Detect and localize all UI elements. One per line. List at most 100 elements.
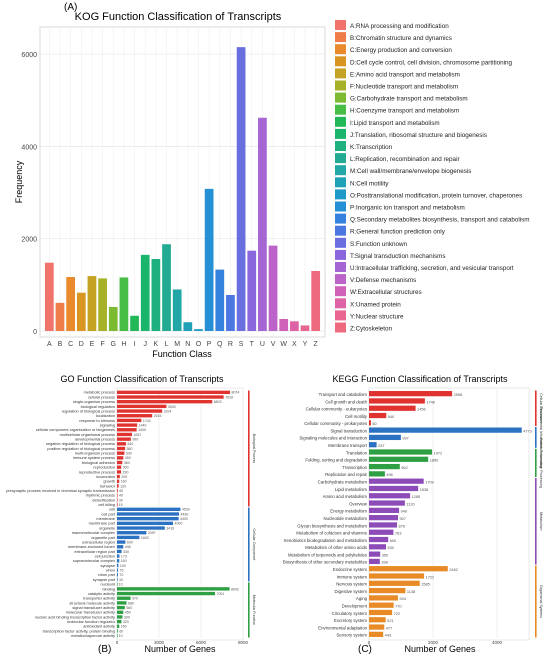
value-label: 7001 [217,592,225,596]
legend-entry: J:Translation, ribosomal structure and b… [350,132,487,139]
bar [117,610,124,614]
x-tick-label: K [154,341,159,348]
legend-entry: Y:Nuclear structure [350,313,404,320]
category-label: cell killing [98,502,115,507]
bar-N [183,322,193,331]
bar [369,536,389,543]
category-label: synapse [101,563,116,568]
panel-a-x-axis-label: Function Class [152,349,212,359]
panel-b-bars: metabolic process 8074 cellular process 761… [6,390,239,638]
bar [117,596,131,600]
bar-B [55,302,65,331]
category-label: Membrane transport [328,443,367,448]
value-label: 15 [119,503,123,507]
bar [117,587,230,591]
value-label: 10 [119,634,123,638]
group-strip [535,565,537,638]
legend-entry: D:Cell cycle control, cell division, chr… [350,59,513,66]
legend-swatch [335,44,346,55]
bar [117,404,167,409]
legend-entry: N:Cell motility [350,180,389,187]
category-label: cellular component organization or bioge… [36,427,115,432]
legend-swatch [335,237,346,248]
value-label: 1538 [420,487,429,492]
value-label: 1709 [425,480,434,485]
value-label: 4400 [180,517,188,521]
x-tick-label: F [100,341,104,348]
panel-c-x-ticks: 0 2000 4000 [368,640,503,645]
category-label: molecular function regulator [67,619,116,624]
bar [117,549,122,554]
value-label: 560 [126,606,132,610]
bar-P [204,188,214,331]
category-label: Excretory system [334,618,367,623]
bar [369,391,453,397]
value-label: 496 [386,472,392,477]
bar [117,559,120,563]
legend-entry: C:Energy production and conversion [350,47,452,54]
bar [117,591,216,596]
category-label: Signal transduction [330,428,367,433]
value-label: 962 [401,465,407,470]
legend-entry: O:Posttranslational modification, protei… [350,192,522,199]
category-label: transcription factor activity, protein b… [43,628,115,633]
legend-entry: H:Coenzyme transport and metabolism [350,108,459,115]
value-label: 940 [401,509,407,514]
value-label: 477 [386,625,392,630]
category-label: reproduction [93,465,115,470]
value-label: 40 [119,578,123,582]
value-label: 600 [390,538,396,543]
x-tick-label: L [165,341,169,348]
category-label: Environmental adaptation [318,625,367,630]
bar-V [268,245,278,331]
bar [369,617,386,623]
bar [369,442,377,448]
value-label: 200 [121,475,127,479]
bar [369,493,411,499]
value-label: 1285 [412,494,421,499]
bar-W [279,319,289,331]
legend-entry: Q:Secondary metabolites biosynthesis, tr… [350,217,530,224]
legend-entry: S:Function unknown [350,241,408,248]
category-label: Folding, sorting and degradation [305,458,367,463]
value-label: 521 [387,618,393,623]
bar-R [226,295,235,331]
group-label: Cellular Component [252,529,256,561]
y-tick-label: 6000 [21,52,37,59]
bar [369,398,425,404]
value-label: 6803 [214,400,222,404]
legend-swatch [335,80,346,91]
category-label: Nucleotide metabolism [324,516,368,521]
bar [369,500,405,506]
panel-b-label: (B) [98,644,111,655]
x-tick-label: 9000 [238,640,249,645]
bar [369,412,387,419]
value-label: 876 [399,523,405,528]
legend-entry: M:Cell wall/membrane/envelope biogenesis [350,168,471,175]
bar [117,465,122,469]
category-label: Signaling molecules and interaction [299,436,367,441]
category-label: metallochaperone activity [71,633,115,638]
value-label: 60 [372,421,376,426]
value-label: 1120 [406,501,414,506]
bar-I [130,315,139,331]
category-label: Aging [356,596,368,601]
panel-a-legend: A:RNA processing and modification B:Chrom… [335,20,530,333]
bar [117,498,118,502]
value-label: 1067 [133,433,141,437]
x-tick-label: S [239,341,244,348]
value-label: 722 [394,611,400,616]
category-label: organelle part [91,535,116,540]
panel-c-title: KEGG Function Classification of Transcri… [332,374,508,384]
bar [117,605,125,610]
value-label: 907 [400,516,406,521]
bar [369,566,448,572]
bar [117,446,126,451]
category-label: organelle [99,525,115,530]
value-label: 600 [127,540,133,544]
value-label: 3530 [168,405,176,409]
bar [369,449,433,455]
bar [117,418,142,423]
